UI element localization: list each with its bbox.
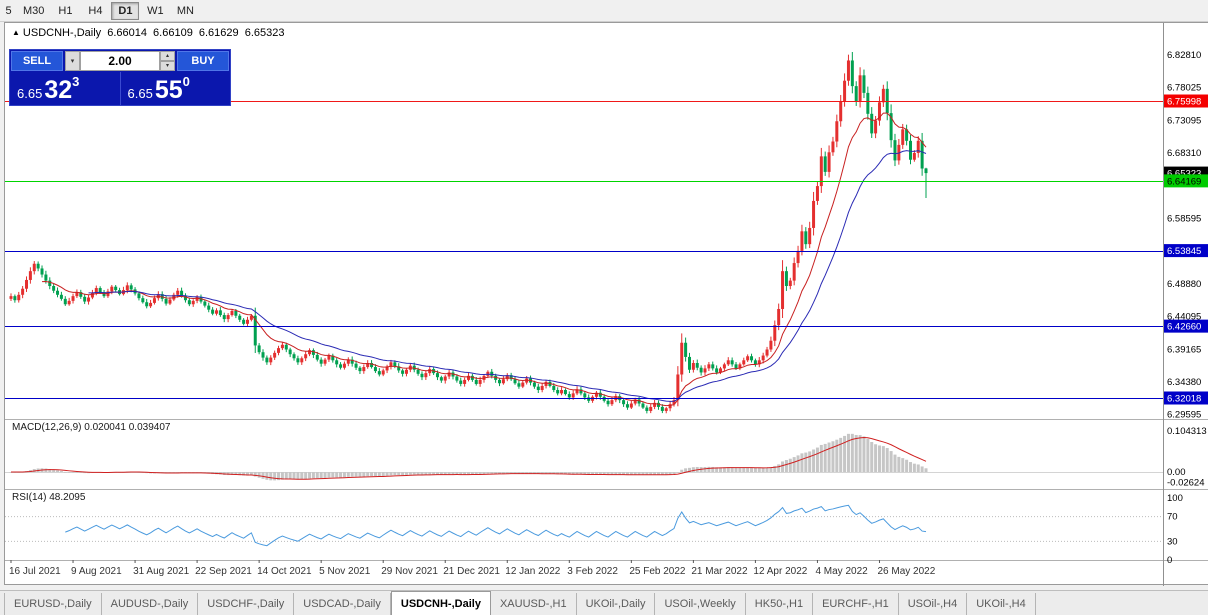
- timeframe-button-w1[interactable]: W1: [141, 2, 169, 20]
- bid-big-digits: 32: [44, 76, 73, 104]
- timeframe-toolbar: 5 M30 H1 H4 D1 W1 MN: [0, 0, 1208, 22]
- level-price-tag: [1164, 391, 1208, 405]
- price-pane: [5, 51, 1163, 414]
- chart-window: 6.82810 6.78025 6.73095 6.68310 6.58595 6.488…: [4, 22, 1208, 586]
- price-axis-label: 6.78025: [1167, 82, 1201, 93]
- macd-pane: [5, 433, 1163, 481]
- level-price-tag-label: 6.75998: [1167, 97, 1201, 108]
- timeframe-button-d1[interactable]: D1: [111, 1, 140, 20]
- bid-ask-display: 6.65 32 3 6.65 55 0: [10, 72, 230, 105]
- rsi-pane: [5, 504, 1163, 547]
- level-price-tag: [1164, 244, 1208, 258]
- price-axis-label: 6.29595: [1167, 409, 1201, 420]
- date-axis-label: 14 Oct 2021: [257, 566, 312, 577]
- tab-audusd-daily[interactable]: AUDUSD-,Daily: [102, 593, 199, 615]
- chart-canvas[interactable]: 6.82810 6.78025 6.73095 6.68310 6.58595 6.488…: [5, 23, 1208, 586]
- date-axis-label: 31 Aug 2021: [133, 566, 190, 577]
- macd-axis-label: -0.02624: [1167, 477, 1205, 488]
- level-price-tag-label: 6.64169: [1167, 176, 1201, 187]
- tab-eurchf-h1[interactable]: EURCHF-,H1: [813, 593, 899, 615]
- tab-xauusd-h1[interactable]: XAUUSD-,H1: [491, 593, 577, 615]
- sell-button[interactable]: SELL: [11, 51, 63, 71]
- tab-usdcad-daily[interactable]: USDCAD-,Daily: [294, 593, 391, 615]
- price-axis-label: 6.82810: [1167, 50, 1201, 61]
- current-price-tag-label: 6.65323: [1167, 169, 1201, 180]
- timeframe-button-m30[interactable]: M30: [18, 2, 49, 20]
- timeframe-button-5[interactable]: 5: [1, 2, 16, 20]
- ma-slow-line: [88, 150, 927, 402]
- level-price-tag: [1164, 174, 1208, 188]
- level-price-tag-label: 6.53845: [1167, 246, 1201, 257]
- price-axis-label: 6.48880: [1167, 279, 1201, 290]
- volume-control: ▾ ▴ ▾: [65, 51, 175, 71]
- rsi-axis-label: 30: [1167, 536, 1178, 547]
- ask-prefix: 6.65: [127, 86, 153, 102]
- ask-pip-digit: 0: [182, 74, 190, 89]
- macd-axis-label: 0.00: [1167, 467, 1186, 478]
- date-axis-label: 4 May 2022: [815, 566, 868, 577]
- price-axis-label: 6.39165: [1167, 345, 1201, 356]
- tab-usoil-h4[interactable]: USOil-,H4: [899, 593, 968, 615]
- date-axis-label: 26 May 2022: [877, 566, 935, 577]
- price-axis-label: 6.34380: [1167, 377, 1201, 388]
- date-axis-label: 16 Jul 2021: [9, 566, 61, 577]
- bid-pip-digit: 3: [72, 74, 80, 89]
- date-axis-label: 21 Mar 2022: [691, 566, 748, 577]
- tab-usdchf-daily[interactable]: USDCHF-,Daily: [198, 593, 295, 615]
- rsi-axis-label: 70: [1167, 512, 1178, 523]
- tab-usoil-weekly[interactable]: USOil-,Weekly: [655, 593, 746, 615]
- bid-prefix: 6.65: [17, 86, 43, 102]
- tab-ukoil-h4[interactable]: UKOil-,H4: [967, 593, 1036, 615]
- one-click-trading-panel: SELL ▾ ▴ ▾ BUY 6.65 32 3 6: [9, 49, 231, 106]
- buy-button[interactable]: BUY: [177, 51, 229, 71]
- timeframe-button-mn[interactable]: MN: [171, 2, 199, 20]
- rsi-axis-label: 100: [1167, 493, 1183, 504]
- price-axis-label: 6.68310: [1167, 148, 1201, 159]
- tab-usdcnh-daily[interactable]: USDCNH-,Daily: [390, 591, 491, 615]
- date-axis-label: 3 Feb 2022: [567, 566, 618, 577]
- macd-axis-label: 0.104313: [1167, 426, 1207, 437]
- rsi-axis-label: 0: [1167, 555, 1172, 566]
- volume-dropdown-icon[interactable]: ▾: [65, 51, 80, 71]
- level-price-tag: [1164, 319, 1208, 333]
- bid-price[interactable]: 6.65 32 3: [10, 72, 120, 105]
- date-axis-label: 21 Dec 2021: [443, 566, 500, 577]
- one-click-toggle-icon[interactable]: ▲: [12, 28, 20, 37]
- ask-price[interactable]: 6.65 55 0: [119, 72, 231, 105]
- level-price-tag-label: 6.32018: [1167, 393, 1201, 404]
- level-price-tag-label: 6.42660: [1167, 322, 1201, 333]
- tab-ukoil-daily[interactable]: UKOil-,Daily: [577, 593, 656, 615]
- timeframe-button-h4[interactable]: H4: [81, 2, 109, 20]
- volume-input[interactable]: [80, 51, 160, 71]
- tab-eurusd-daily[interactable]: EURUSD-,Daily: [4, 593, 102, 615]
- rsi-line: [65, 504, 927, 547]
- ma-fast-line: [41, 112, 927, 407]
- tab-hk50-h1[interactable]: HK50-,H1: [746, 593, 814, 615]
- date-axis-label: 29 Nov 2021: [381, 566, 438, 577]
- timeframe-button-h1[interactable]: H1: [51, 2, 79, 20]
- volume-spinner: ▴ ▾: [160, 51, 175, 71]
- volume-increase-icon[interactable]: ▴: [160, 51, 175, 61]
- price-axis-label: 6.73095: [1167, 116, 1201, 127]
- date-axis-label: 12 Jan 2022: [505, 566, 560, 577]
- chart-tabs-bar: EURUSD-,Daily AUDUSD-,Daily USDCHF-,Daily U…: [0, 590, 1208, 615]
- date-axis-label: 9 Aug 2021: [71, 566, 122, 577]
- macd-signal-line: [10, 437, 927, 480]
- ask-big-digits: 55: [154, 76, 183, 104]
- date-axis-label: 5 Nov 2021: [319, 566, 371, 577]
- candles-layer: [9, 51, 928, 414]
- macd-histogram: [9, 433, 928, 481]
- date-axis-label: 22 Sep 2021: [195, 566, 252, 577]
- date-axis-label: 12 Apr 2022: [753, 566, 807, 577]
- date-axis-label: 25 Feb 2022: [629, 566, 686, 577]
- level-price-tag: [1164, 94, 1208, 108]
- price-axis-label: 6.58595: [1167, 214, 1201, 225]
- price-axis-label: 6.44095: [1167, 311, 1201, 322]
- volume-decrease-icon[interactable]: ▾: [160, 61, 175, 71]
